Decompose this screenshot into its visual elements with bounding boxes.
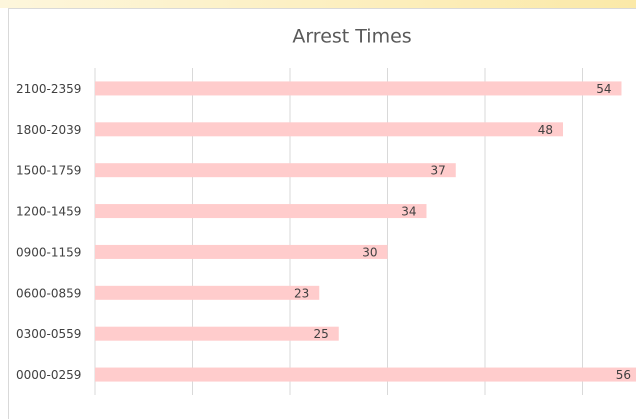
y-tick-label: 0000-0259 bbox=[16, 368, 81, 382]
value-label: 23 bbox=[294, 286, 309, 300]
bar bbox=[95, 204, 427, 219]
bar bbox=[95, 285, 320, 300]
y-tick-label: 1800-2039 bbox=[16, 123, 81, 137]
top-bar bbox=[0, 0, 636, 8]
y-tick-label: 2100-2359 bbox=[16, 82, 81, 96]
bar bbox=[95, 367, 636, 382]
bar bbox=[95, 81, 622, 96]
y-tick-label: 0300-0559 bbox=[16, 327, 81, 341]
value-label: 30 bbox=[362, 245, 377, 259]
value-label: 56 bbox=[616, 368, 631, 382]
value-label: 48 bbox=[538, 123, 553, 137]
y-tick-label: 0600-0859 bbox=[16, 286, 81, 300]
y-tick-label: 1200-1459 bbox=[16, 205, 81, 219]
chart-title: Arrest Times bbox=[292, 26, 411, 48]
bar bbox=[95, 244, 388, 259]
y-tick-label: 0900-1159 bbox=[16, 245, 81, 259]
value-label: 37 bbox=[430, 164, 445, 178]
value-label: 25 bbox=[313, 327, 328, 341]
value-label: 34 bbox=[401, 205, 416, 219]
y-tick-label: 1500-1759 bbox=[16, 164, 81, 178]
bar bbox=[95, 326, 339, 341]
value-label: 54 bbox=[596, 82, 611, 96]
bar bbox=[95, 163, 456, 178]
chart: Arrest Times 2100-2359 54 1800-2039 48 1500-… bbox=[16, 26, 636, 395]
bar bbox=[95, 122, 563, 137]
